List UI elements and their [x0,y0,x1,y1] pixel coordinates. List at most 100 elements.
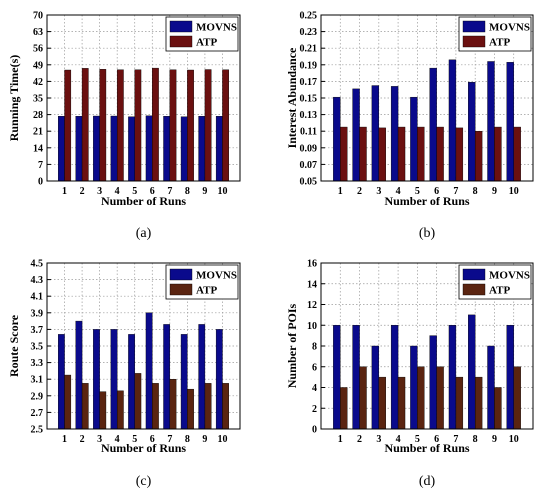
legend: MOVNS ATP [458,16,532,52]
legend: MOVNS ATP [165,264,239,300]
bar-movns-run-3 [371,345,380,430]
x-tick-label: 6 [150,186,155,197]
bar-atp-run-8 [187,388,194,430]
x-tick-label: 3 [97,434,102,445]
bar-movns-run-2 [352,88,360,182]
x-tick-label: 8 [185,186,190,197]
y-tick-label: 63 [33,27,43,38]
bar-atp-run-7 [455,127,464,182]
x-tick-label: 9 [492,186,497,197]
y-tick-label: 21 [33,127,43,138]
bar-atp-run-4 [116,69,124,182]
bar-atp-run-1 [340,387,348,430]
bar-movns-run-2 [75,320,83,430]
bar-movns-run-2 [352,325,360,430]
x-tick-label: 3 [376,186,381,197]
y-tick-label: 16 [307,259,317,270]
x-tick-label: 5 [415,434,420,445]
y-tick-label: 3.1 [31,375,44,386]
bar-movns-run-3 [93,329,100,430]
bar-movns-run-7 [163,116,171,182]
bar-movns-run-4 [110,329,118,430]
bar-movns-run-5 [128,116,135,182]
legend-swatch-atp [462,283,486,296]
bar-atp-run-9 [204,69,212,182]
x-tick-label: 10 [509,434,519,445]
bar-movns-run-8 [468,314,476,430]
plot-frame [46,14,241,182]
legend-label-movns: MOVNS [489,22,530,34]
x-tick-label: 4 [396,186,401,197]
bar-movns-run-8 [180,334,188,430]
y-tick-label: 4.3 [31,275,44,286]
bar-atp-run-4 [397,126,406,182]
x-tick-label: 9 [492,434,497,445]
bar-atp-run-7 [455,376,464,430]
x-tick-label: 2 [80,434,85,445]
x-axis-label: Number of Runs [384,441,469,455]
bar-atp-run-2 [81,383,89,430]
panel-caption: (a) [136,226,152,241]
bar-movns-run-4 [110,115,118,182]
y-tick-label: 0.07 [300,160,318,171]
legend: MOVNS ATP [458,264,532,300]
bar-movns-run-8 [468,82,476,182]
legend-label-atp: ATP [196,37,217,49]
bar-movns-run-1 [58,334,65,430]
x-tick-label: 5 [132,186,137,197]
y-tick-label: 0.23 [300,27,318,38]
y-tick-label: 0 [38,177,43,188]
legend-swatch-atp [169,35,193,48]
bar-movns-run-10 [215,329,223,430]
bar-atp-run-10 [513,366,521,430]
bar-atp-run-8 [474,130,483,182]
bar-atp-run-6 [152,383,159,430]
bar-movns-run-6 [429,67,437,182]
x-tick-label: 4 [115,186,120,197]
chart-panel-b: 0.05 0.07 0.09 0.11 0.13 0.15 0.17 0.19 0.21 0.23… [285,11,534,241]
x-tick-label: 3 [376,434,381,445]
y-tick-label: 0.15 [300,94,318,105]
bar-movns-run-1 [333,325,341,430]
bar-movns-run-8 [180,116,188,182]
y-tick-label: 4.5 [31,259,44,270]
x-tick-label: 4 [115,434,120,445]
bar-movns-run-2 [75,116,83,182]
bar-movns-run-9 [487,345,495,430]
y-tick-label: 3.3 [31,358,44,369]
x-axis-label: Number of Runs [101,194,186,208]
bar-atp-run-5 [134,69,142,182]
y-tick-label: 28 [33,110,43,121]
bar-atp-run-4 [116,390,124,430]
x-tick-label: 7 [167,186,172,197]
y-tick-label: 2.7 [31,408,44,419]
bar-atp-run-2 [81,68,89,182]
x-tick-label: 7 [453,186,458,197]
x-tick-label: 9 [202,434,207,445]
y-tick-label: 42 [33,77,43,88]
bar-atp-run-2 [359,366,367,430]
bar-atp-run-10 [513,126,521,182]
y-tick-label: 2.5 [31,425,44,436]
y-tick-label: 8 [312,342,317,353]
bar-movns-run-1 [333,96,341,182]
bar-atp-run-5 [417,126,425,182]
bar-atp-run-10 [222,69,229,182]
bar-atp-run-6 [436,126,444,182]
bar-atp-run-5 [417,366,425,430]
x-tick-label: 2 [80,186,85,197]
panel-caption: (b) [419,226,436,241]
x-tick-label: 8 [473,186,478,197]
y-tick-label: 0.05 [300,177,318,188]
bar-movns-run-4 [390,86,399,182]
x-axis-label: Number of Runs [101,441,186,455]
x-tick-label: 4 [396,434,401,445]
bar-atp-run-7 [169,379,177,430]
bar-atp-run-4 [397,376,406,430]
bar-movns-run-6 [145,312,153,430]
y-axis-label: Route Score [7,314,21,377]
bar-atp-run-7 [169,69,177,182]
legend-label-movns: MOVNS [196,22,237,34]
